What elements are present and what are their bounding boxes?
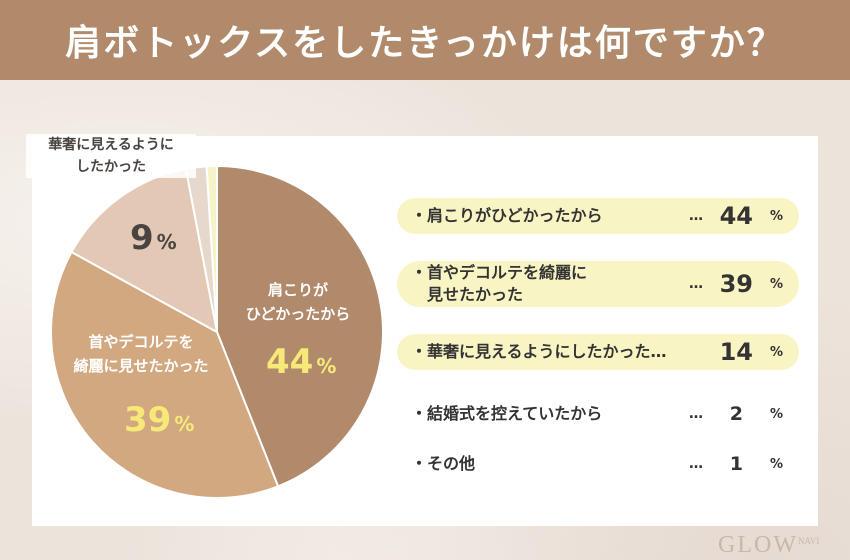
list-item-2-pct: % [769,276,783,292]
pie-value-slice-2-number: 39 [124,400,172,440]
list-item-5-value: 1 [729,453,743,475]
list-item-1-pct: % [769,208,783,224]
pie-value-slice-1: 44% [266,342,336,382]
pie-label-slice-1: 肩こりが ひどかったから [238,278,358,326]
pie-value-slice-1-pct: % [316,354,337,378]
list-item-5-dots: … [689,456,703,472]
pie-outer-label-slice-3: 華奢に見えるように したかった [26,134,196,178]
list-item-3: ・華奢に見えるようにしたかった… 14 % [397,334,799,370]
pie-label-slice-2: 首やデコルテを 綺麗に見せたかった [66,330,216,378]
brand-sup: NAVI [797,536,820,546]
pie-slice-2 [50,250,280,499]
list-item-4-dots: … [689,406,703,422]
list-item-5-label: ・その他 [411,454,476,473]
list-item-4-value: 2 [729,403,743,425]
list-item-1-value: 44 [719,202,753,230]
list-item-4-pct: % [769,406,783,422]
pie-outer-label-line1: 華奢に見えるように [48,137,174,153]
brand-logo: GLOWNAVI [718,532,819,559]
pie-value-slice-1-number: 44 [266,342,314,382]
list-item-2: ・首やデコルテを綺麗に 見せたかった … 39 % [397,261,799,307]
list-item-1: ・肩こりがひどかったから … 44 % [397,198,799,234]
list-item-2-value: 39 [719,270,753,298]
list-item-2-label-line1: ・首やデコルテを綺麗に [411,263,588,282]
list-item-2-dots: … [689,276,703,292]
pie-label-slice-2-line2: 綺麗に見せたかった [73,357,209,375]
list-item-3-value: 14 [719,338,753,366]
pie-value-slice-2-pct: % [174,412,195,436]
list-item-2-label: ・首やデコルテを綺麗に 見せたかった [411,262,587,306]
pie-slice-5 [205,164,218,333]
pie-slice-1 [216,164,384,488]
list-item-4: ・結婚式を控えていたから … 2 % [397,396,799,432]
pie-value-slice-3-pct: % [156,230,177,254]
list-item-1-label: ・肩こりがひどかったから [411,206,603,225]
list-item-4-label: ・結婚式を控えていたから [411,404,603,423]
list-item-2-label-line2: 見せたかった [427,285,524,304]
brand-main: GLOW [718,532,798,558]
pie-value-slice-3: 9% [130,218,177,258]
pie-value-slice-3-number: 9 [130,218,154,258]
page-title: 肩ボトックスをしたきっかけは何ですか？ [65,23,785,64]
title-bar: 肩ボトックスをしたきっかけは何ですか？ [0,0,850,80]
list-item-1-dots: … [689,208,703,224]
list-item-3-label: ・華奢に見えるようにしたかった… [411,342,667,361]
pie-label-slice-1-line1: 肩こりが [267,281,328,299]
pie-label-slice-2-line1: 首やデコルテを [88,333,194,351]
list-item-3-pct: % [769,344,783,360]
list-item-5-pct: % [769,456,783,472]
pie-value-slice-2: 39% [124,400,194,440]
pie-outer-label-line2: したかった [76,159,146,175]
pie-label-slice-1-line2: ひどかったから [245,305,351,323]
list-item-5: ・その他 … 1 % [397,446,799,482]
